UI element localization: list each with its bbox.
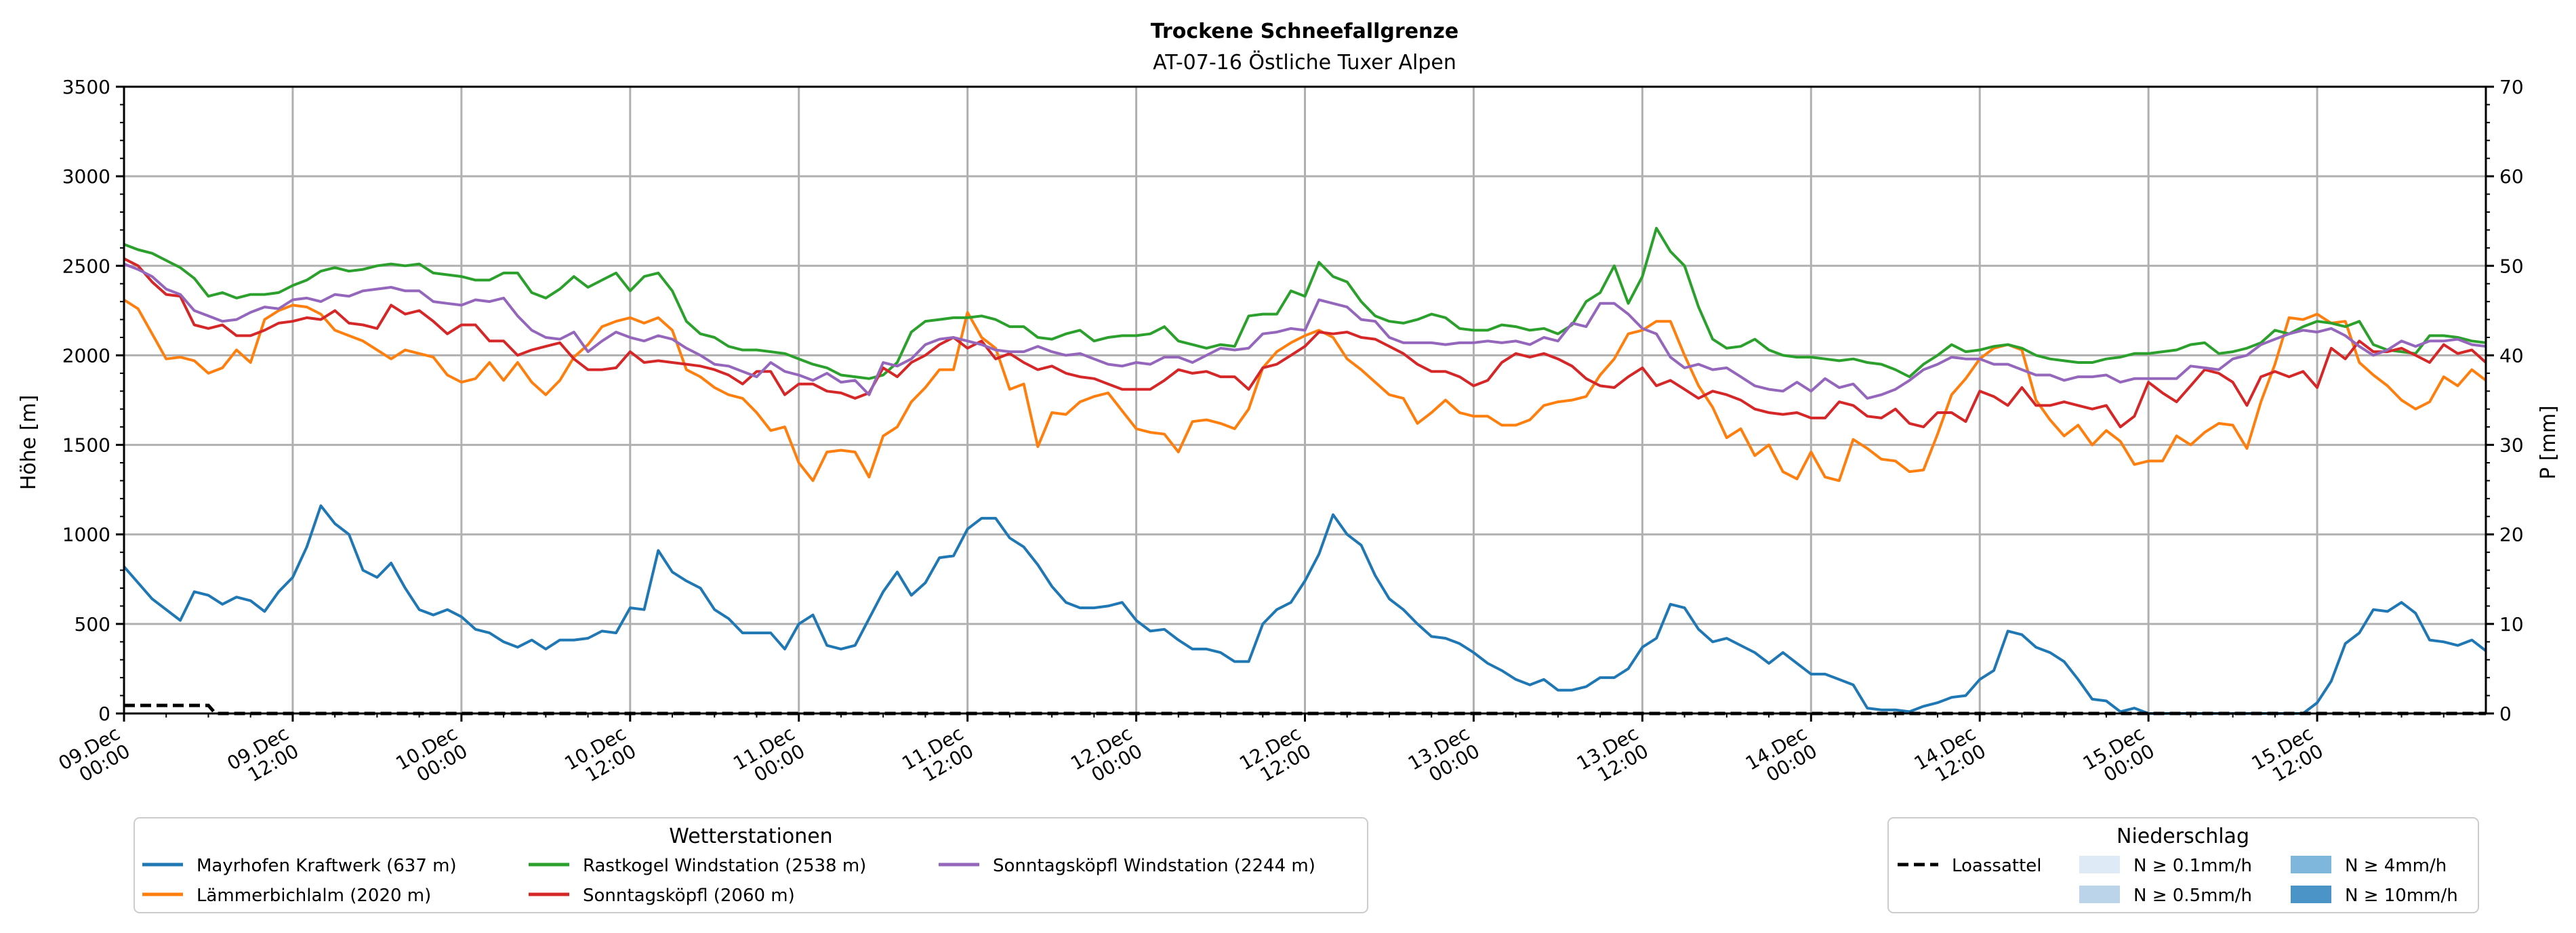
legend-label-3: Sonntagsköpfl (2060 m)	[583, 886, 795, 906]
chart-subtitle: AT-07-16 Östliche Tuxer Alpen	[1153, 50, 1456, 75]
y-tick-label: 1000	[62, 524, 110, 546]
y2-tick-label: 30	[2499, 434, 2524, 457]
y-tick-label: 3500	[62, 76, 110, 98]
legend-precipitation: Niederschlag Loassattel N ≥ 0.1mm/h N ≥ 0…	[1887, 817, 2479, 913]
series-line-2	[123, 226, 2487, 380]
y2-axis-label: P [mm]	[2537, 405, 2560, 479]
y-tick-label: 2500	[62, 255, 110, 277]
precip-swatch-2	[2291, 856, 2331, 873]
y-tick-label: 500	[75, 613, 110, 636]
precip-swatch-0	[2079, 856, 2120, 873]
y2-tick-label: 50	[2499, 255, 2524, 277]
y2-tick-label: 10	[2499, 613, 2524, 636]
y-tick-label: 1500	[62, 434, 110, 457]
legend-label-1: Lämmerbichlalm (2020 m)	[197, 886, 431, 906]
grid	[123, 85, 2486, 715]
series-line-4	[123, 262, 2487, 400]
precip-swatch-3	[2291, 886, 2331, 903]
legend-stations: Wetterstationen Mayrhofen Kraftwerk (637…	[134, 817, 1368, 913]
legend-loassattel-label: Loassattel	[1952, 856, 2042, 876]
precip-label-1: N ≥ 0.5mm/h	[2133, 886, 2252, 906]
y2-tick-label: 70	[2499, 76, 2524, 98]
y2-tick-label: 60	[2499, 165, 2524, 188]
y2-tick-label: 40	[2499, 344, 2524, 367]
legend-label-4: Sonntagsköpfl Windstation (2244 m)	[993, 856, 1315, 876]
y-tick-label: 2000	[62, 344, 110, 367]
precip-label-0: N ≥ 0.1mm/h	[2133, 856, 2252, 876]
legend-precip-title: Niederschlag	[2117, 825, 2249, 848]
legend-label-0: Mayrhofen Kraftwerk (637 m)	[197, 856, 457, 876]
legend-stations-frame	[134, 817, 1368, 913]
series-line-0	[123, 504, 2487, 715]
precip-label-3: N ≥ 10mm/h	[2345, 886, 2458, 906]
legend-stations-title: Wetterstationen	[669, 825, 832, 848]
series-line-3	[123, 257, 2487, 429]
y-tick-label: 3000	[62, 165, 110, 188]
precip-label-2: N ≥ 4mm/h	[2345, 856, 2447, 876]
series-line-1	[123, 298, 2487, 482]
y2-tick-label: 20	[2499, 524, 2524, 546]
legend-label-2: Rastkogel Windstation (2538 m)	[583, 856, 866, 876]
axes: 0 500 1000 1500 2000 2500 3000 3500 0 10 20 30 40 50 6…	[55, 76, 2524, 787]
precip-swatch-1	[2079, 886, 2120, 903]
y2-tick-label: 0	[2499, 703, 2512, 725]
chart-title: Trockene Schneefallgrenze	[1151, 20, 1458, 43]
series-lines	[123, 226, 2487, 716]
y-axis-label: Höhe [m]	[17, 395, 41, 491]
y-tick-label: 0	[98, 703, 110, 725]
